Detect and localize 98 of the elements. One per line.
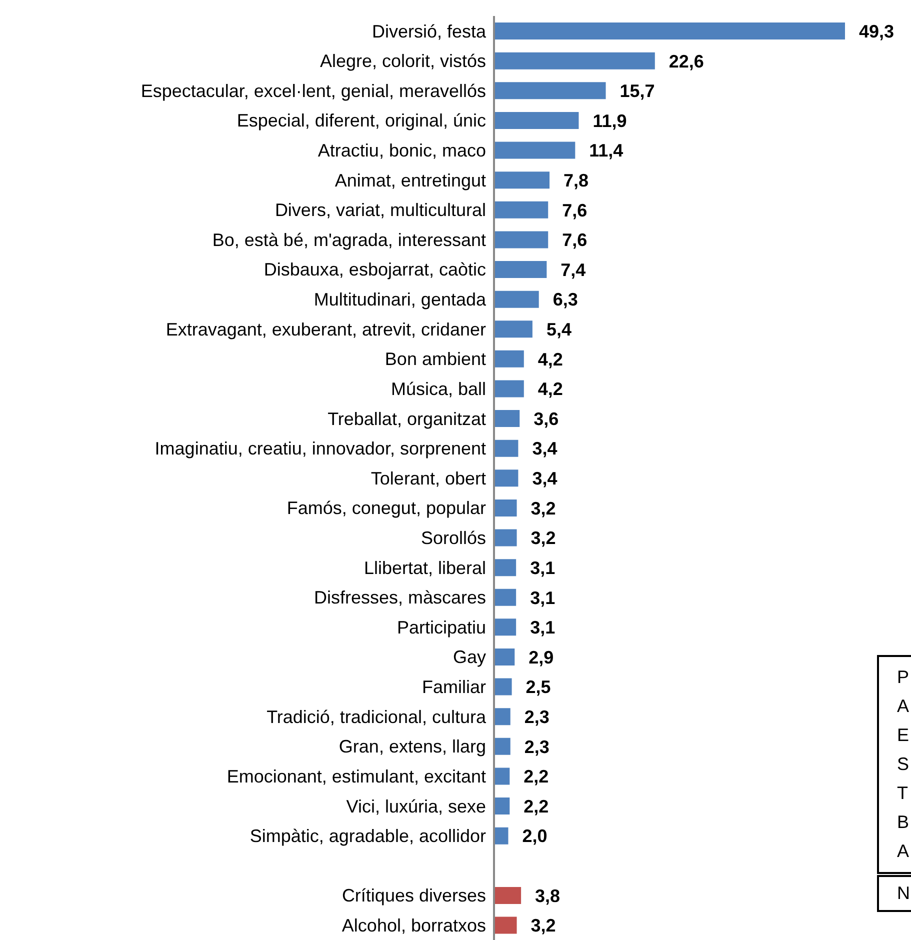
data-label: 7,8 xyxy=(564,170,589,190)
bar xyxy=(494,410,520,428)
data-label: 3,1 xyxy=(530,588,556,608)
data-label: 3,2 xyxy=(530,528,556,548)
data-label: 15,7 xyxy=(620,81,655,102)
data-label: 5,4 xyxy=(546,320,572,340)
data-label: 11,9 xyxy=(592,110,627,131)
bar xyxy=(494,320,532,338)
bar xyxy=(494,768,510,785)
y-tick-label: Treballat, organitzat xyxy=(328,408,486,429)
bar xyxy=(494,82,606,100)
y-tick-label: Multitudinari, gentada xyxy=(314,290,487,310)
data-label: 11,4 xyxy=(589,140,624,161)
bar xyxy=(494,827,508,844)
y-tick-label: Diversió, festa xyxy=(372,21,487,42)
bar xyxy=(494,738,510,755)
y-tick-label: Famós, conegut, popular xyxy=(286,498,486,518)
bar xyxy=(494,172,550,189)
text: A xyxy=(897,695,910,718)
y-tick-label: Tradició, tradicional, cultura xyxy=(266,706,487,727)
bar xyxy=(494,886,522,904)
data-label: 7,6 xyxy=(562,200,588,220)
y-tick-label: Bon ambient xyxy=(384,349,486,370)
y-tick-label: Participatiu xyxy=(396,617,486,638)
text: T xyxy=(897,782,909,805)
data-label: 4,2 xyxy=(538,379,563,400)
bar xyxy=(494,618,516,636)
bar xyxy=(494,261,547,278)
bar xyxy=(494,350,524,368)
data-label: 2,3 xyxy=(524,736,550,757)
y-tick-label: Simpàtic, agradable, acollidor xyxy=(250,826,486,846)
text: B xyxy=(897,811,910,834)
y-tick-label: Disbauxa, esbojarrat, caòtic xyxy=(264,260,486,280)
bar xyxy=(494,529,517,546)
data-label: 22,6 xyxy=(668,51,704,72)
data-label: 7,6 xyxy=(562,230,588,250)
y-tick-label: Animat, entretingut xyxy=(334,170,486,190)
bar xyxy=(494,142,576,159)
bar xyxy=(494,559,516,576)
data-label: 3,4 xyxy=(532,438,558,459)
bar xyxy=(494,231,548,248)
y-tick-label: Especial, diferent, original, únic xyxy=(236,110,486,131)
data-label: 3,6 xyxy=(534,408,559,429)
bar xyxy=(494,499,517,516)
y-tick-label: Emocionant, estimulant, excitant xyxy=(226,766,486,786)
bar xyxy=(494,440,518,457)
data-label: 3,4 xyxy=(532,468,558,489)
y-tick-label: Llibertat, liberal xyxy=(364,558,486,578)
y-tick-label: Alegre, colorit, vistós xyxy=(320,51,486,72)
data-label: 2,0 xyxy=(522,826,548,846)
y-tick-label: Familiar xyxy=(422,677,486,698)
data-label: 6,3 xyxy=(552,290,578,310)
y-tick-label: Bo, està bé, m'agrada, interessant xyxy=(212,230,486,250)
y-tick-label: Gay xyxy=(452,647,486,668)
y-tick-label: Alcohol, borratxos xyxy=(342,915,486,936)
data-label: 2,9 xyxy=(528,647,554,668)
bar xyxy=(494,678,512,696)
y-tick-label: Disfresses, màscares xyxy=(314,588,486,608)
data-label: 3,2 xyxy=(530,498,556,518)
data-label: 3,2 xyxy=(530,916,556,936)
data-label: 2,2 xyxy=(524,796,549,816)
data-label: 2,3 xyxy=(524,706,550,727)
text: P xyxy=(897,666,910,689)
y-tick-label: Vici, luxúria, sexe xyxy=(346,796,486,816)
bar xyxy=(494,916,517,934)
y-tick-label: Espectacular, excel·lent, genial, meravellós xyxy=(140,80,486,101)
data-label: 7,4 xyxy=(560,260,586,280)
y-tick-label: Extravagant, exuberant, atrevit, cridaner xyxy=(166,319,486,340)
data-label: 3,8 xyxy=(535,886,560,906)
bar xyxy=(494,112,579,129)
y-tick-label: Divers, variat, multicultural xyxy=(274,200,486,220)
y-tick-label: Crítiques diverses xyxy=(342,886,486,906)
y-tick-label: Imaginatiu, creatiu, innovador, sorprenent xyxy=(154,438,486,459)
bar xyxy=(494,201,548,218)
data-label: 2,2 xyxy=(524,766,549,787)
data-label: 2,5 xyxy=(526,677,551,698)
y-tick-label: Gran, extens, llarg xyxy=(338,736,486,757)
data-label: 49,3 xyxy=(859,21,894,42)
bar xyxy=(494,708,510,726)
bar xyxy=(494,798,510,815)
y-tick-label: Sorollós xyxy=(420,528,486,548)
text: E xyxy=(897,724,910,747)
data-label: 4,2 xyxy=(538,349,563,370)
data-label: 3,1 xyxy=(530,558,556,578)
y-tick-label: Música, ball xyxy=(390,378,486,399)
text: A xyxy=(897,840,910,863)
y-tick-label: Tolerant, obert xyxy=(370,468,486,488)
data-label: 3,1 xyxy=(530,618,556,638)
text: N xyxy=(897,882,911,905)
bar xyxy=(494,588,516,606)
y-tick-label: Atractiu, bonic, maco xyxy=(318,140,486,161)
bar xyxy=(494,290,539,308)
bar xyxy=(494,470,518,487)
bar xyxy=(494,648,515,666)
bar xyxy=(494,22,845,40)
text: S xyxy=(897,753,910,776)
bar xyxy=(494,52,655,70)
bar xyxy=(494,380,524,398)
